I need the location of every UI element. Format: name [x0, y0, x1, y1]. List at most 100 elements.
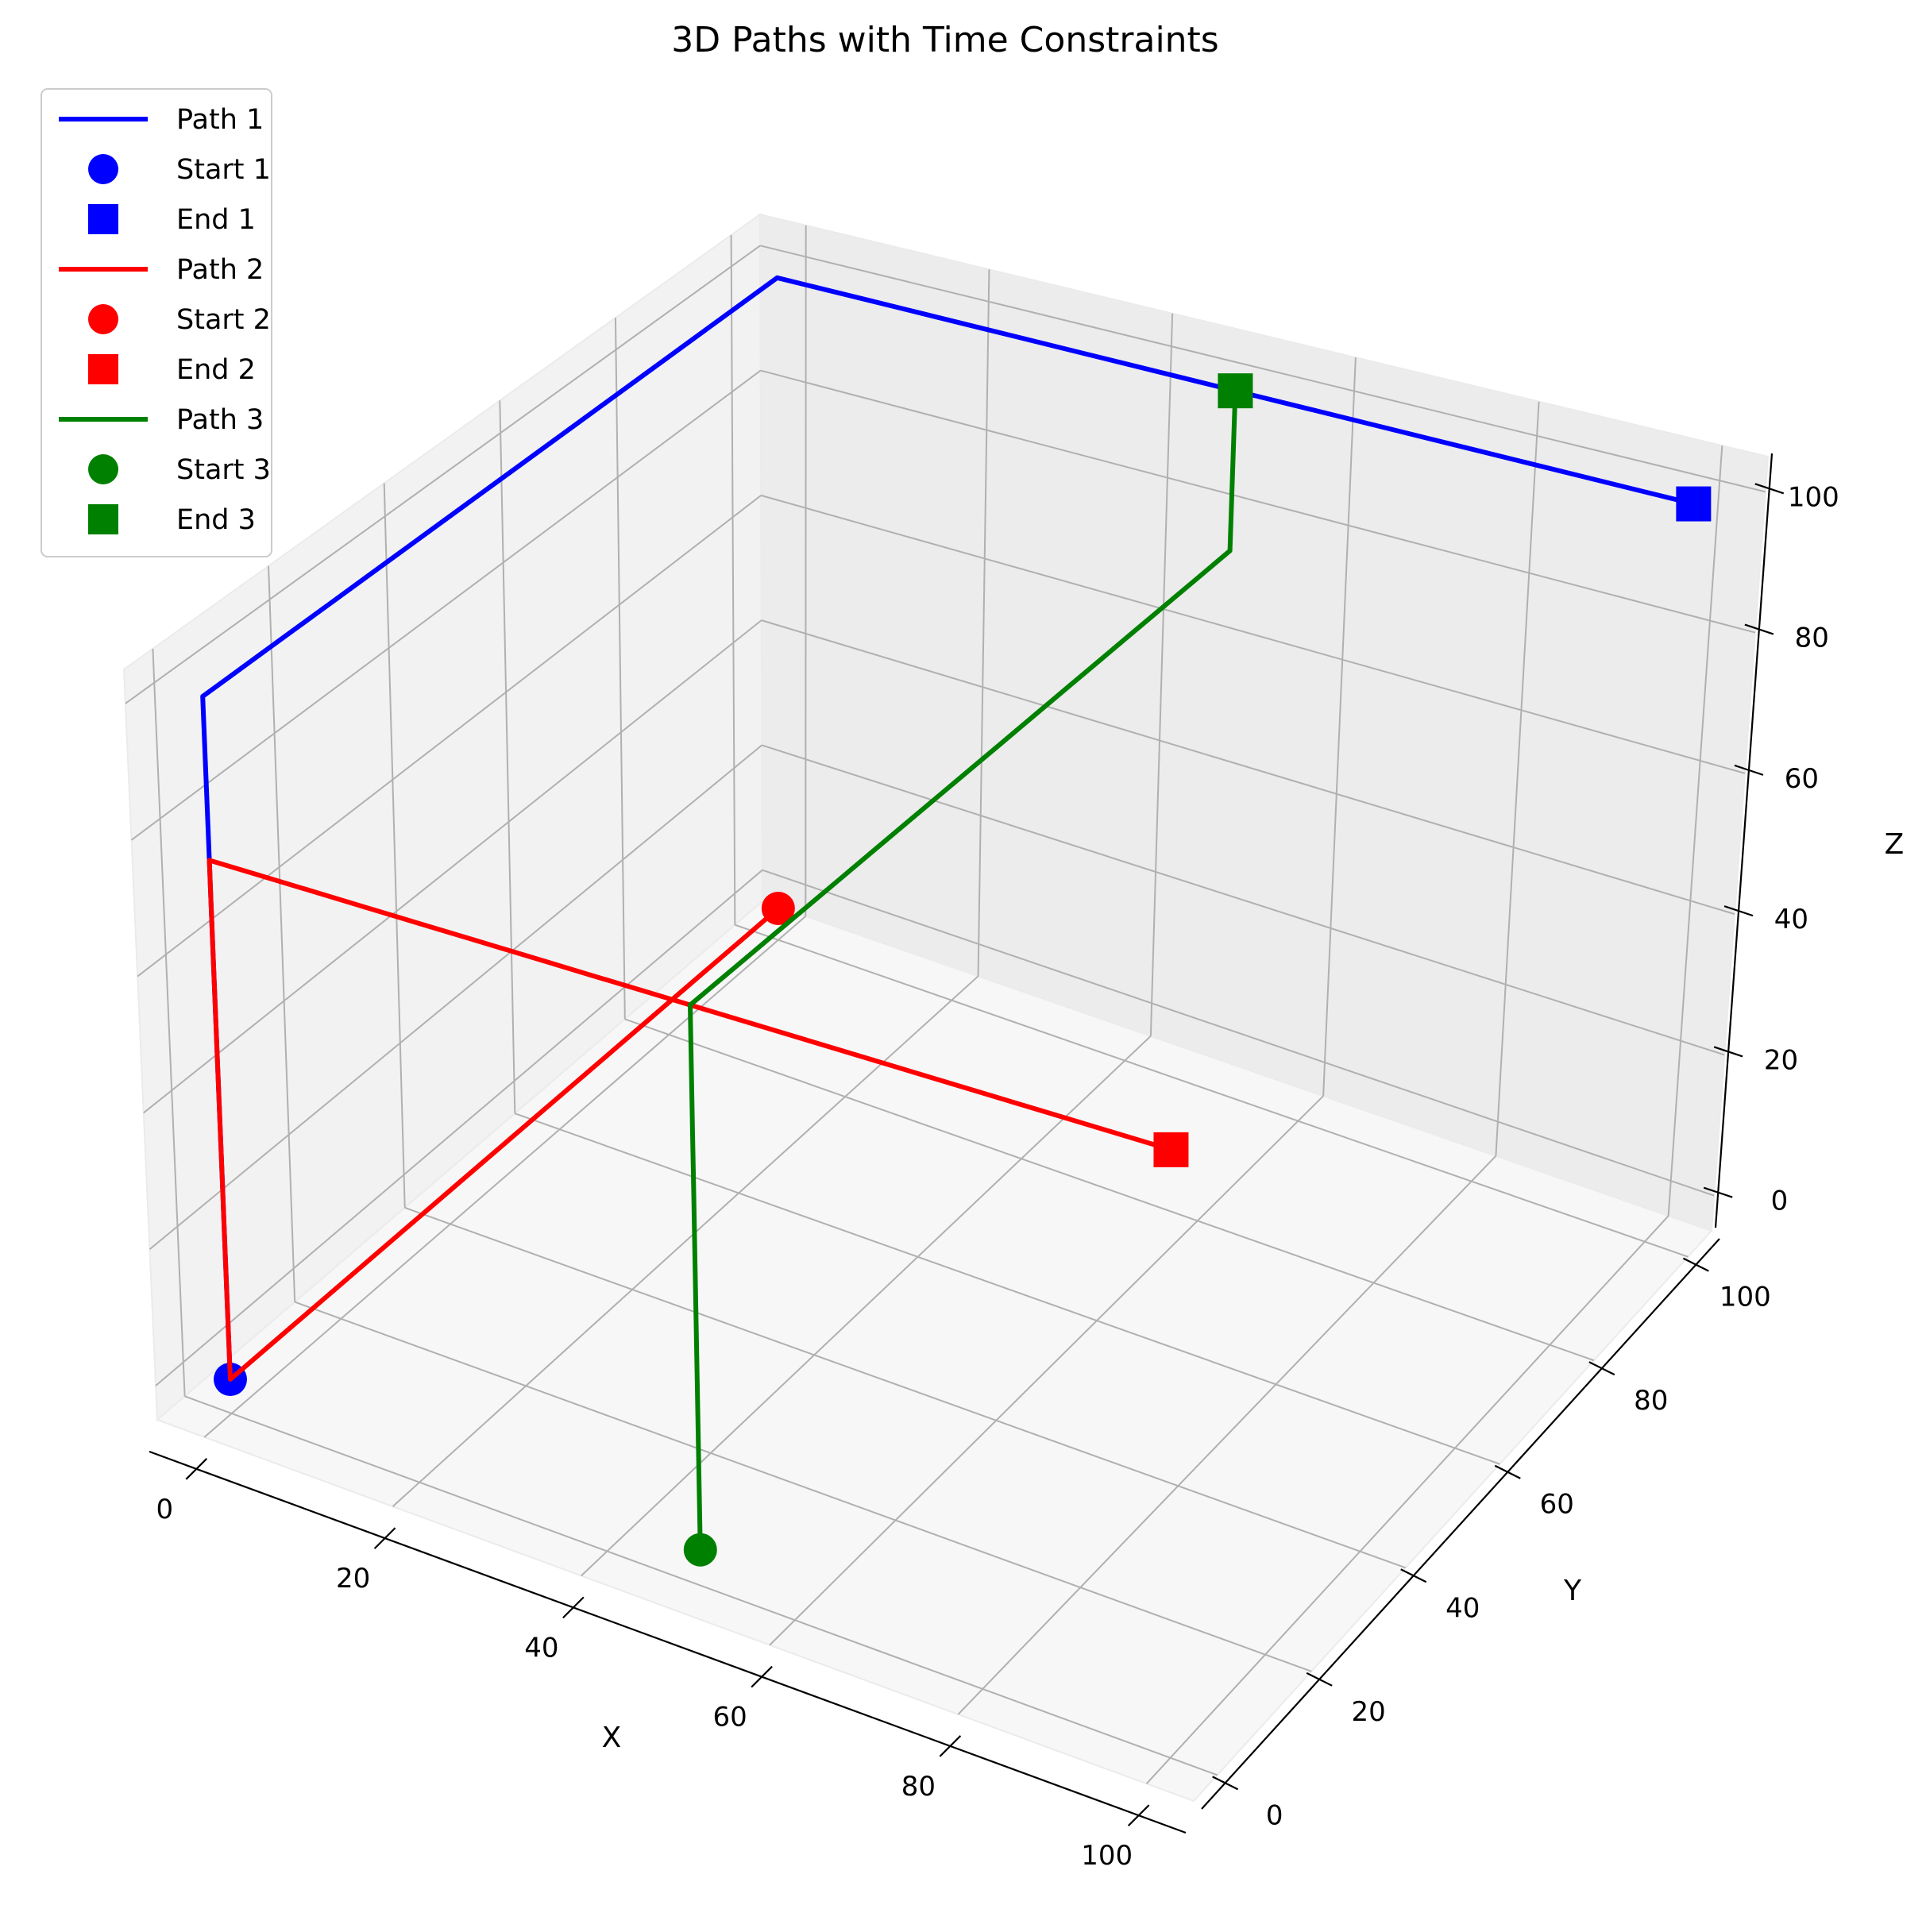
legend-entry-label: End 2	[176, 354, 256, 386]
grid-z-left	[125, 245, 761, 704]
path-2-line	[206, 858, 1174, 1382]
x-tick-mark	[751, 1665, 773, 1688]
z-axis-label: Z	[1885, 828, 1905, 861]
chart-series	[200, 275, 1712, 1567]
z-tick-mark	[1723, 905, 1754, 917]
z-tick-label: 100	[1788, 481, 1839, 513]
legend-end-swatch	[88, 204, 118, 234]
grid-x-floor	[203, 916, 806, 1438]
legend-entry-label: Path 3	[176, 404, 264, 436]
x-tick-label: 20	[336, 1563, 370, 1595]
x-tick-label: 0	[156, 1494, 173, 1525]
z-tick-label: 80	[1795, 623, 1829, 654]
x-tick-mark	[373, 1527, 396, 1549]
chart-grid	[125, 225, 1766, 1784]
legend-end-swatch	[88, 504, 118, 534]
y-tick-label: 60	[1540, 1489, 1574, 1521]
x-axis-line	[149, 1450, 1187, 1834]
z-tick-mark	[1754, 483, 1785, 495]
grid-x-back	[1149, 313, 1174, 1036]
legend-entry-label: End 3	[176, 504, 256, 536]
legend-start-swatch	[88, 454, 118, 484]
grid-x-floor	[957, 1155, 1497, 1715]
y-tick-label: 100	[1720, 1282, 1771, 1313]
grid-z-back	[762, 744, 1725, 1056]
chart-panes	[122, 213, 1770, 1803]
grid-y-floor	[624, 1018, 1595, 1362]
x-tick-label: 80	[901, 1771, 936, 1803]
grid-y-left	[152, 648, 186, 1397]
path-3-end-marker	[1218, 373, 1253, 409]
y-tick-label: 40	[1445, 1592, 1480, 1624]
grid-y-floor	[514, 1113, 1500, 1465]
grid-z-left	[149, 744, 762, 1250]
grid-x-back	[1322, 357, 1357, 1097]
z-tick-mark	[1713, 1046, 1743, 1058]
x-tick-label: 100	[1081, 1840, 1133, 1872]
x-tick-mark	[939, 1735, 962, 1757]
path-1-end-marker	[1676, 486, 1712, 522]
y-tick-mark	[1682, 1257, 1709, 1272]
x-tick-mark	[185, 1458, 208, 1480]
pane-floor	[156, 900, 1713, 1803]
chart-title: 3D Paths with Time Constraints	[671, 20, 1218, 60]
x-tick-mark	[562, 1596, 585, 1619]
grid-z-left	[155, 869, 763, 1386]
y-tick-mark	[1588, 1361, 1615, 1376]
grid-y-left	[499, 400, 516, 1114]
grid-y-floor	[184, 1395, 1218, 1776]
x-tick-mark	[1127, 1804, 1150, 1826]
grid-y-left	[268, 565, 296, 1302]
path-2-start-marker	[761, 891, 795, 925]
path-3-line	[688, 388, 1238, 1552]
legend-entry-label: Path 1	[176, 104, 264, 136]
y-tick-label: 0	[1266, 1799, 1283, 1831]
grid-x-back	[1495, 401, 1540, 1156]
grid-y-floor	[294, 1301, 1312, 1672]
grid-x-back	[977, 269, 990, 977]
grid-y-floor	[735, 924, 1689, 1258]
grid-y-floor	[404, 1206, 1407, 1569]
path-3-start-marker	[683, 1533, 717, 1567]
grid-y-left	[730, 235, 736, 925]
path-2-end-marker	[1153, 1132, 1189, 1167]
x-tick-label: 60	[713, 1702, 747, 1733]
z-tick-mark	[1703, 1186, 1733, 1198]
legend-entry-label: Start 3	[176, 454, 271, 486]
z-tick-label: 60	[1785, 763, 1819, 795]
chart-legend: Path 1 Start 1 End 1 Path 2 Start 2 End 2 Path…	[41, 88, 272, 557]
grid-x-back	[1667, 445, 1723, 1217]
grid-z-back	[759, 245, 1766, 493]
grid-z-back	[761, 619, 1735, 916]
grid-z-back	[762, 869, 1715, 1197]
y-axis-label: Y	[1563, 1575, 1582, 1607]
legend-start-swatch	[88, 304, 118, 334]
z-axis-line	[1714, 453, 1774, 1228]
y-tick-mark	[1494, 1464, 1521, 1479]
grid-z-back	[760, 494, 1746, 774]
grid-z-left	[130, 369, 762, 841]
y-tick-mark	[1212, 1776, 1239, 1791]
z-tick-mark	[1744, 623, 1774, 635]
y-tick-mark	[1400, 1568, 1427, 1583]
legend-entry-label: Start 1	[176, 154, 271, 186]
z-tick-label: 20	[1764, 1044, 1798, 1076]
y-tick-label: 20	[1352, 1696, 1386, 1728]
grid-y-left	[383, 483, 406, 1208]
grid-z-back	[760, 369, 1756, 634]
grid-x-floor	[769, 1095, 1324, 1646]
x-tick-label: 40	[524, 1632, 558, 1664]
legend-entry-label: Path 2	[176, 254, 264, 286]
grid-z-left	[143, 619, 762, 1114]
legend-end-swatch	[88, 354, 118, 384]
z-tick-label: 40	[1774, 904, 1808, 935]
legend-start-swatch	[88, 154, 118, 184]
chart-axes: 0 20 40 60 80 100 0 20 40 60 80 100 0 20 40 60 80 100 X Y Z	[149, 453, 1904, 1872]
z-tick-label: 0	[1771, 1186, 1789, 1217]
grid-y-left	[614, 318, 626, 1020]
y-axis-line	[1201, 1238, 1720, 1810]
grid-x-floor	[581, 1035, 1152, 1577]
y-tick-label: 80	[1634, 1385, 1668, 1417]
z-tick-mark	[1734, 764, 1764, 776]
